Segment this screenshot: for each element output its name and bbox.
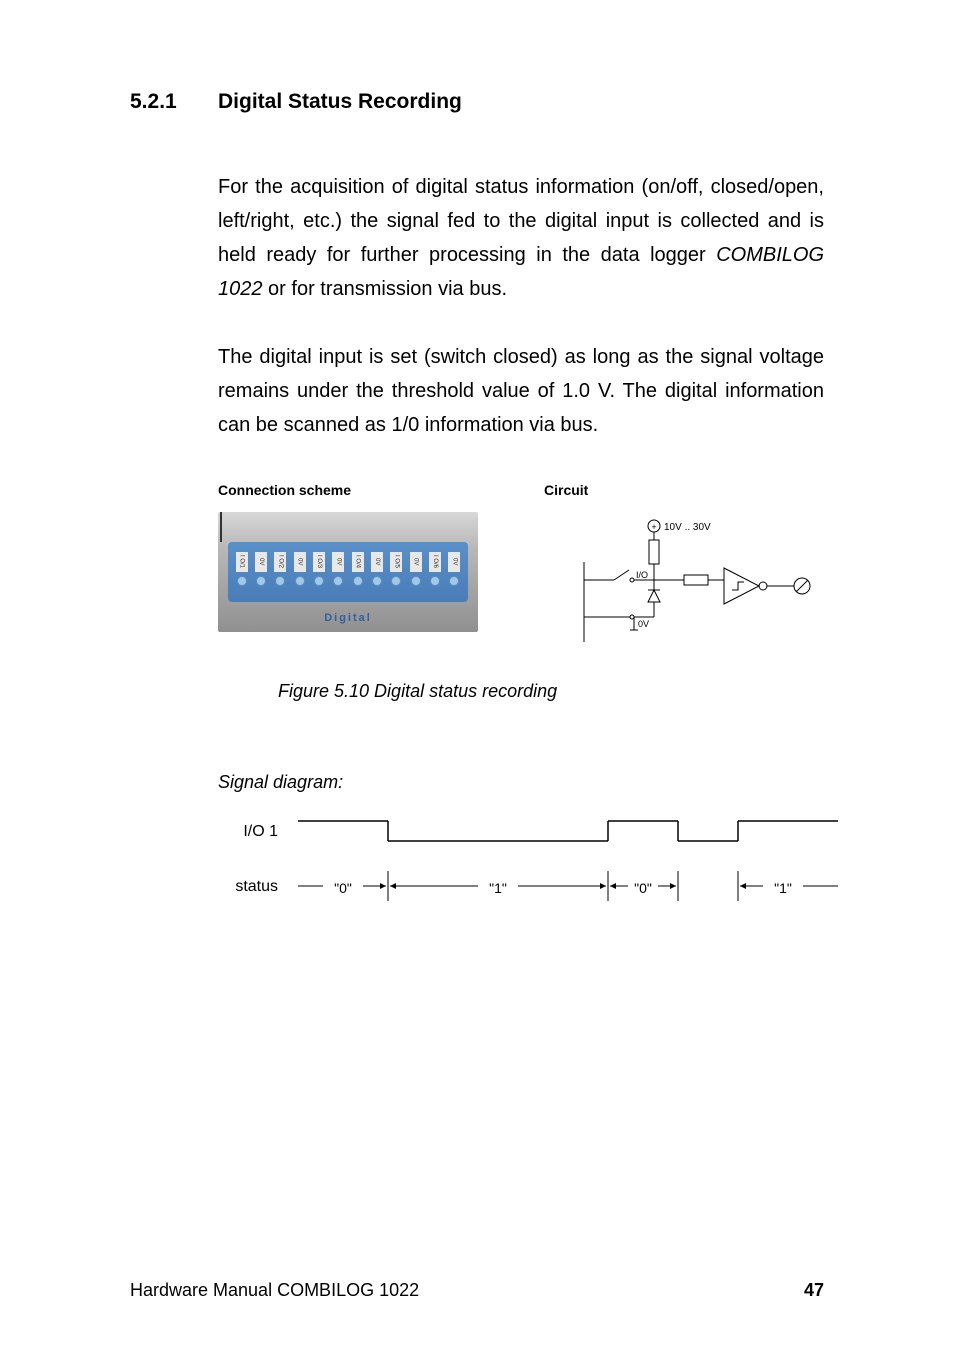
terminal: I O/6: [428, 552, 442, 592]
terminal-strip: I O/1 0V I O/2 0V I O/3 0V I O/4 0V I O/…: [228, 542, 468, 602]
figure-caption: Figure 5.10 Digital status recording: [218, 681, 824, 702]
status-label: status: [235, 878, 278, 895]
terminal: 0V: [254, 552, 268, 592]
paragraph-1: For the acquisition of digital status in…: [218, 170, 824, 306]
circuit-label: Circuit: [544, 482, 824, 498]
terminal: 0V: [331, 552, 345, 592]
circuit-diagram: + 10V .. 30V I/O: [544, 512, 824, 652]
terminal: 0V: [409, 552, 423, 592]
signal-diagram: I/O 1 status "0": [218, 811, 858, 921]
footer: Hardware Manual COMBILOG 1022 47: [130, 1280, 824, 1301]
footer-text: Hardware Manual COMBILOG 1022: [130, 1280, 419, 1301]
terminal: I O/2: [273, 552, 287, 592]
state-1: "1": [489, 880, 507, 896]
figure-area: Connection scheme I O/1 0V I O/2 0V I O/…: [218, 482, 824, 657]
signal-section: Signal diagram: I/O 1 status: [218, 772, 824, 926]
terminal: I O/4: [351, 552, 365, 592]
section-number: 5.2.1: [130, 90, 218, 114]
connection-scheme-label: Connection scheme: [218, 482, 484, 498]
terminal: I O/3: [312, 552, 326, 592]
section-header: 5.2.1 Digital Status Recording: [130, 90, 824, 114]
terminal: I O/1: [235, 552, 249, 592]
terminal: 0V: [370, 552, 384, 592]
svg-text:+: +: [651, 522, 656, 532]
state-2: "0": [634, 880, 652, 896]
state-3: "1": [774, 880, 792, 896]
connection-photo: I O/1 0V I O/2 0V I O/3 0V I O/4 0V I O/…: [218, 512, 478, 632]
state-0: "0": [334, 880, 352, 896]
wire-arc-icon: [220, 512, 250, 542]
signal-diagram-title: Signal diagram:: [218, 772, 824, 793]
io-text: I/O: [636, 570, 648, 580]
terminal: I O/5: [389, 552, 403, 592]
paragraph-2: The digital input is set (switch closed)…: [218, 340, 824, 442]
digital-label: Digital: [324, 612, 372, 624]
terminal: 0V: [293, 552, 307, 592]
terminal: 0V: [447, 552, 461, 592]
io1-label: I/O 1: [243, 823, 278, 840]
section-title: Digital Status Recording: [218, 90, 462, 114]
figure-left: Connection scheme I O/1 0V I O/2 0V I O/…: [218, 482, 484, 657]
figure-right: Circuit + 10V .. 30V I/O: [544, 482, 824, 657]
p1-part2: or for transmission via bus.: [263, 278, 508, 300]
ground-text: 0V: [638, 619, 649, 629]
voltage-text: 10V .. 30V: [664, 522, 711, 533]
page-number: 47: [804, 1280, 824, 1301]
